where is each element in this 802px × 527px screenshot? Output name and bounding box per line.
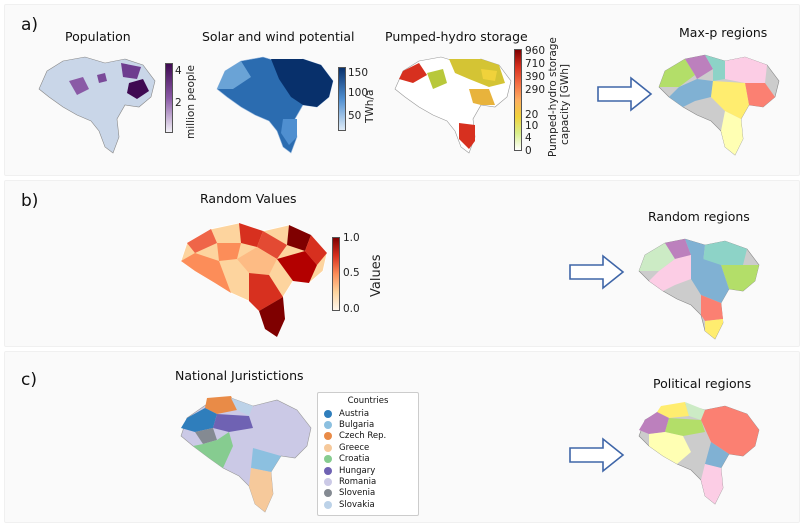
legend-swatch [324,455,332,464]
pumped-hydro-colorbar-label-line2: capacity [GWh] [559,63,571,145]
random-regions-map [638,238,760,340]
panel-c: c) National Juristictions Countries Aust… [4,351,800,523]
legend-item: Romania [324,476,412,487]
pumped-hydro-colorbar-label-line1: Pumped-hydro storage [547,37,559,157]
random-values-title: Random Values [200,191,297,206]
random-values-colorbar [332,237,340,311]
legend-item: Austria [324,408,412,419]
random-values-tick: 0.5 [343,267,360,279]
solar-wind-colorbar-label: TWh/a [364,89,376,123]
solar-wind-tick: 150 [348,67,369,79]
population-tick: 4 [175,65,182,77]
legend-swatch [324,466,332,475]
legend-label: Romania [339,477,377,488]
random-values-tick: 1.0 [343,232,360,244]
population-mid-region [69,77,89,95]
legend-label: Croatia [339,454,370,465]
national-jurisdictions-map [180,396,312,513]
population-map [38,56,156,154]
legend-swatch [324,500,332,509]
random-values-tick: 0.0 [343,303,360,315]
pumped-hydro-map [394,56,512,154]
population-mid-region-3 [97,73,107,83]
pumped-hydro-tick: 4 [525,132,532,144]
legend-label: Slovenia [339,488,376,499]
political-regions-map [638,402,760,505]
arrow-icon [597,76,653,112]
panel-letter-a: a) [21,15,39,35]
population-hotspot [127,79,149,99]
pumped-hydro-tick: 10 [525,120,539,132]
legend-title: Countries [347,396,389,406]
random-regions-title: Random regions [648,209,750,224]
population-colorbar-label: million people [185,65,197,139]
max-p-regions-map [658,54,780,156]
pumped-hydro-tick: 960 [525,45,546,57]
legend-swatch [324,478,332,487]
population-tick: 2 [175,97,182,109]
solar-wind-tick: 100 [348,87,369,99]
pumped-hydro-tick: 0 [525,145,532,157]
legend-item: Greece [324,442,412,453]
pumped-hydro-tick: 710 [525,58,546,70]
legend-swatch [324,421,332,430]
panel-a: a) Population 4 2 million people Solar a… [4,4,800,176]
population-region-shape [38,56,156,154]
legend-label: Czech Rep. [339,431,387,442]
countries-legend: Countries Austria Bulgaria Czech Rep. Greec… [317,392,419,516]
arrow-icon [569,254,625,290]
legend-swatch [324,489,332,498]
solar-wind-colorbar [338,67,346,131]
legend-item: Hungary [324,465,412,476]
pumped-hydro-tick: 390 [525,71,546,83]
legend-swatch [324,409,332,418]
pumped-hydro-title: Pumped-hydro storage [385,29,528,44]
population-title: Population [65,29,131,44]
legend-label: Slovakia [339,499,375,510]
legend-label: Austria [339,408,370,419]
random-values-colorbar-label: Values [369,254,384,297]
population-mid-region-2 [121,63,141,79]
solar-wind-tick: 50 [348,110,362,122]
political-regions-title: Political regions [653,376,752,391]
max-p-regions-title: Max-p regions [679,25,768,40]
panel-b: b) Random Values 1.0 0.5 0.0 Values Rand… [4,180,800,347]
legend-item: Slovenia [324,488,412,499]
random-values-map [180,222,328,338]
legend-label: Hungary [339,465,376,476]
solar-wind-map [216,56,334,154]
legend-label: Greece [339,442,370,453]
national-jurisdictions-title: National Juristictions [175,368,304,383]
population-colorbar [165,63,173,133]
legend-item: Croatia [324,454,412,465]
legend-item: Czech Rep. [324,431,412,442]
panel-letter-b: b) [21,191,39,211]
legend-label: Bulgaria [339,420,375,431]
legend-swatch [324,432,332,441]
legend-item: Slovakia [324,499,412,510]
pumped-hydro-tick: 290 [525,84,546,96]
pumped-hydro-tick: 20 [525,109,539,121]
solar-wind-title: Solar and wind potential [202,29,355,44]
legend-swatch [324,443,332,452]
panel-letter-c: c) [21,370,37,390]
legend-item: Bulgaria [324,419,412,430]
arrow-icon [569,437,625,473]
pumped-hydro-colorbar [514,49,522,151]
